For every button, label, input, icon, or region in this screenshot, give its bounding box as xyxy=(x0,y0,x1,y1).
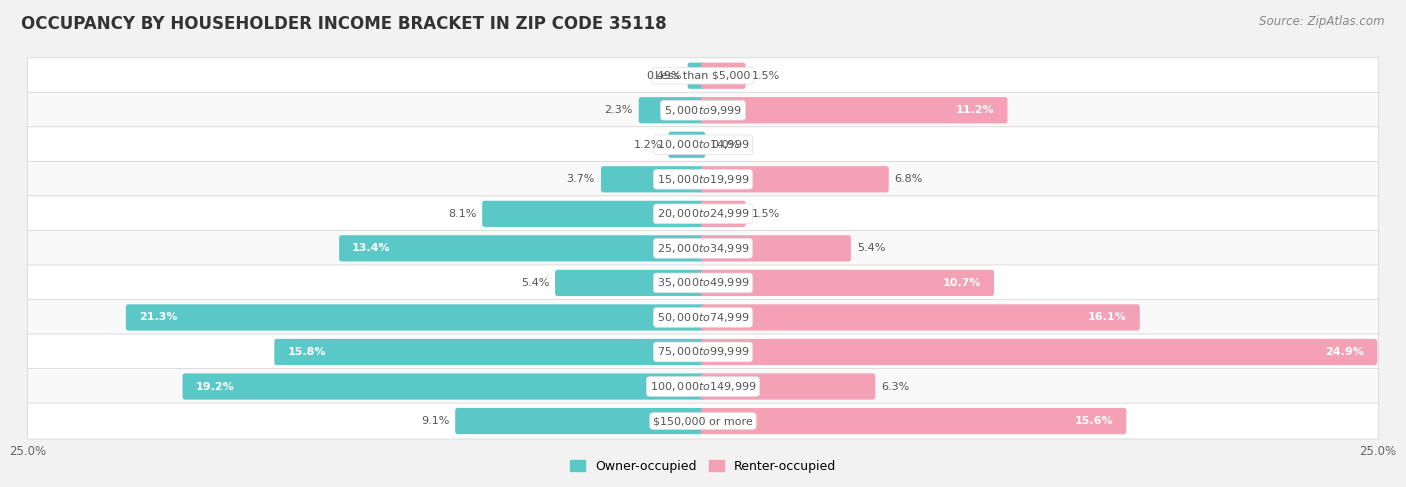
FancyBboxPatch shape xyxy=(700,270,994,296)
FancyBboxPatch shape xyxy=(28,403,1378,439)
FancyBboxPatch shape xyxy=(28,196,1378,232)
FancyBboxPatch shape xyxy=(700,304,1140,331)
Text: 21.3%: 21.3% xyxy=(139,313,177,322)
FancyBboxPatch shape xyxy=(28,300,1378,336)
Text: 19.2%: 19.2% xyxy=(195,381,235,392)
FancyBboxPatch shape xyxy=(28,265,1378,301)
FancyBboxPatch shape xyxy=(28,127,1378,163)
Text: 3.7%: 3.7% xyxy=(567,174,595,184)
FancyBboxPatch shape xyxy=(482,201,706,227)
FancyBboxPatch shape xyxy=(28,92,1378,128)
Text: 13.4%: 13.4% xyxy=(352,244,391,253)
Text: Source: ZipAtlas.com: Source: ZipAtlas.com xyxy=(1260,15,1385,28)
Text: 1.5%: 1.5% xyxy=(752,71,780,81)
Text: 2.3%: 2.3% xyxy=(605,105,633,115)
Text: $10,000 to $14,999: $10,000 to $14,999 xyxy=(657,138,749,151)
FancyBboxPatch shape xyxy=(600,166,706,192)
Text: 10.7%: 10.7% xyxy=(942,278,981,288)
Text: 8.1%: 8.1% xyxy=(449,209,477,219)
Text: $50,000 to $74,999: $50,000 to $74,999 xyxy=(657,311,749,324)
FancyBboxPatch shape xyxy=(700,166,889,192)
Text: OCCUPANCY BY HOUSEHOLDER INCOME BRACKET IN ZIP CODE 35118: OCCUPANCY BY HOUSEHOLDER INCOME BRACKET … xyxy=(21,15,666,33)
FancyBboxPatch shape xyxy=(456,408,706,434)
Legend: Owner-occupied, Renter-occupied: Owner-occupied, Renter-occupied xyxy=(565,455,841,478)
Text: $35,000 to $49,999: $35,000 to $49,999 xyxy=(657,277,749,289)
Text: $15,000 to $19,999: $15,000 to $19,999 xyxy=(657,173,749,186)
FancyBboxPatch shape xyxy=(688,63,706,89)
FancyBboxPatch shape xyxy=(700,374,875,400)
Text: 15.6%: 15.6% xyxy=(1074,416,1114,426)
Text: 24.9%: 24.9% xyxy=(1326,347,1364,357)
Text: 0.49%: 0.49% xyxy=(647,71,682,81)
Text: 16.1%: 16.1% xyxy=(1088,313,1126,322)
FancyBboxPatch shape xyxy=(700,63,745,89)
Text: Less than $5,000: Less than $5,000 xyxy=(655,71,751,81)
FancyBboxPatch shape xyxy=(700,201,745,227)
FancyBboxPatch shape xyxy=(28,230,1378,266)
FancyBboxPatch shape xyxy=(700,235,851,262)
FancyBboxPatch shape xyxy=(28,369,1378,405)
Text: $75,000 to $99,999: $75,000 to $99,999 xyxy=(657,345,749,358)
Text: $20,000 to $24,999: $20,000 to $24,999 xyxy=(657,207,749,220)
FancyBboxPatch shape xyxy=(339,235,706,262)
Text: 11.2%: 11.2% xyxy=(956,105,994,115)
Text: 1.2%: 1.2% xyxy=(634,140,662,150)
Text: 5.4%: 5.4% xyxy=(520,278,550,288)
FancyBboxPatch shape xyxy=(638,97,706,123)
FancyBboxPatch shape xyxy=(28,58,1378,94)
FancyBboxPatch shape xyxy=(183,374,706,400)
FancyBboxPatch shape xyxy=(668,131,706,158)
FancyBboxPatch shape xyxy=(555,270,706,296)
Text: 5.4%: 5.4% xyxy=(856,244,886,253)
Text: 9.1%: 9.1% xyxy=(420,416,450,426)
FancyBboxPatch shape xyxy=(28,334,1378,370)
Text: $100,000 to $149,999: $100,000 to $149,999 xyxy=(650,380,756,393)
FancyBboxPatch shape xyxy=(28,161,1378,197)
FancyBboxPatch shape xyxy=(700,339,1378,365)
FancyBboxPatch shape xyxy=(700,97,1008,123)
Text: 15.8%: 15.8% xyxy=(287,347,326,357)
FancyBboxPatch shape xyxy=(700,408,1126,434)
Text: 6.3%: 6.3% xyxy=(882,381,910,392)
Text: 0.0%: 0.0% xyxy=(711,140,740,150)
Text: 6.8%: 6.8% xyxy=(894,174,924,184)
FancyBboxPatch shape xyxy=(127,304,706,331)
FancyBboxPatch shape xyxy=(274,339,706,365)
Text: 1.5%: 1.5% xyxy=(752,209,780,219)
Text: $150,000 or more: $150,000 or more xyxy=(654,416,752,426)
Text: $5,000 to $9,999: $5,000 to $9,999 xyxy=(664,104,742,117)
Text: $25,000 to $34,999: $25,000 to $34,999 xyxy=(657,242,749,255)
